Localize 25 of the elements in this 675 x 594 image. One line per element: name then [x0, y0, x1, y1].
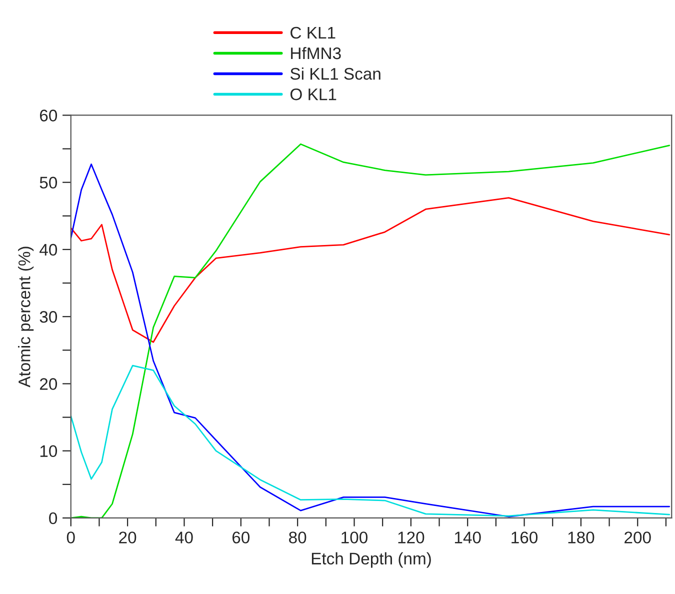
x-tick-label: 180 — [568, 532, 594, 544]
x-tick-label: 20 — [119, 532, 136, 544]
x-tick-label: 200 — [624, 532, 651, 544]
x-tick-label: 40 — [175, 532, 193, 544]
y-tick-label: 40 — [40, 244, 58, 256]
legend-label: C KL1 — [290, 26, 336, 39]
y-tick-label: 50 — [40, 176, 58, 189]
y-tick-label: 30 — [40, 311, 58, 323]
x-tick-label: 60 — [232, 532, 250, 544]
y-tick-label: 60 — [40, 110, 58, 122]
x-tick-label: 80 — [289, 532, 306, 544]
x-tick-label: 100 — [342, 532, 368, 544]
y-tick-label: 0 — [49, 512, 58, 524]
legend-label: Si KL1 Scan — [290, 67, 380, 80]
line-series — [70, 197, 670, 343]
legend-label: O KL1 — [290, 88, 336, 100]
x-tick-label: 120 — [398, 532, 424, 544]
y-tick-label: 10 — [40, 445, 58, 458]
legend-label: HfMN3 — [291, 46, 341, 60]
x-axis-title: Etch Depth (nm) — [312, 552, 431, 568]
x-tick-label: 140 — [454, 532, 481, 544]
x-tick-label: 160 — [512, 532, 538, 544]
y-tick-label: 20 — [40, 378, 58, 390]
y-axis-title: Atomic percent (%) — [18, 246, 34, 388]
x-tick-label: 0 — [66, 532, 75, 544]
